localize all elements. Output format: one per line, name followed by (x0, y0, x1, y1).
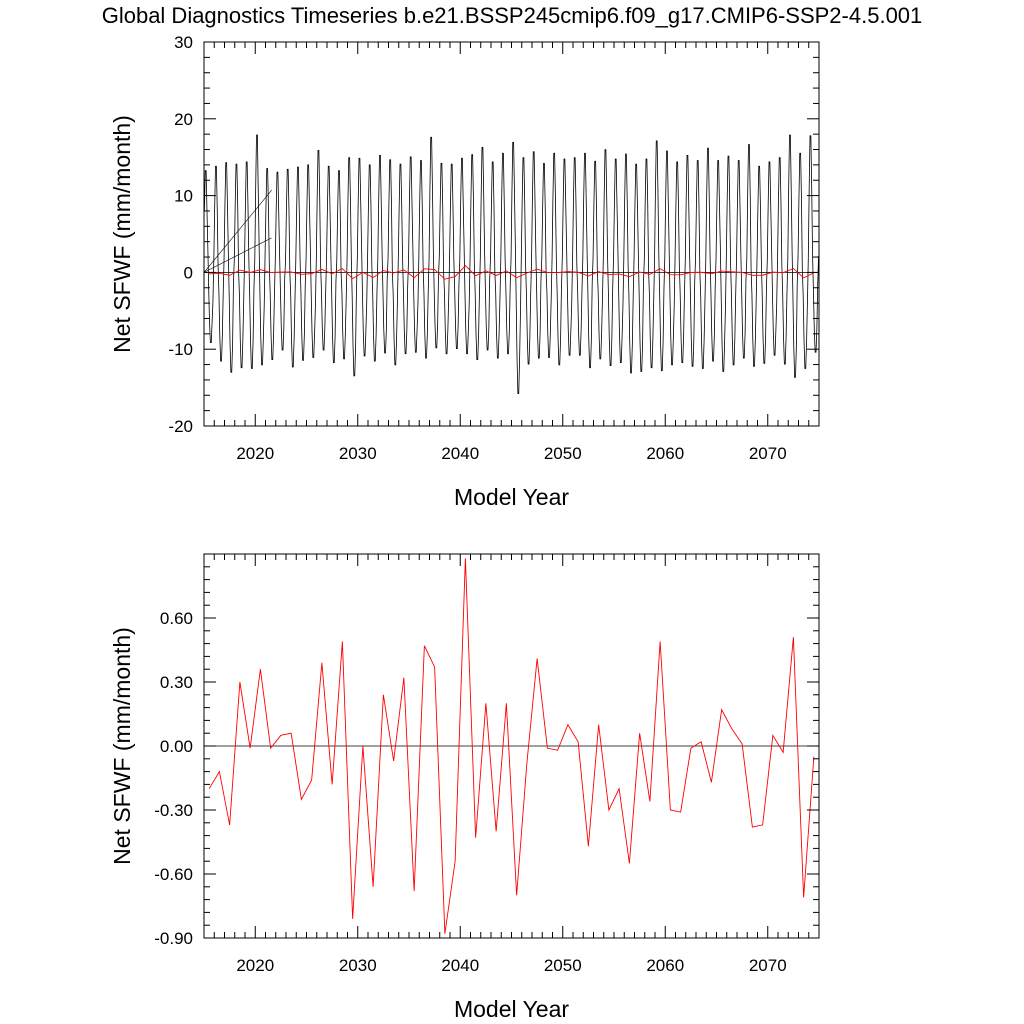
x-tick-label: 2050 (544, 956, 582, 975)
y-tick-label: 0.30 (160, 673, 193, 692)
x-axis-label: Model Year (454, 996, 569, 1022)
y-tick-label: 30 (174, 33, 193, 52)
y-axis-label: Net SFWF (mm/month) (109, 627, 135, 865)
annual-series-line (208, 558, 815, 934)
y-tick-label: 0.00 (160, 737, 193, 756)
y-tick-label: -0.60 (154, 865, 193, 884)
x-tick-label: 2070 (749, 444, 787, 463)
y-tick-label: -10 (168, 340, 193, 359)
x-tick-label: 2020 (236, 444, 274, 463)
y-tick-label: -0.90 (154, 929, 193, 948)
x-tick-label: 2050 (544, 444, 582, 463)
x-tick-label: 2060 (646, 956, 684, 975)
y-tick-label: 0 (184, 263, 193, 282)
figure-title: Global Diagnostics Timeseries b.e21.BSSP… (102, 3, 923, 28)
x-tick-label: 2040 (441, 444, 479, 463)
x-tick-label: 2030 (339, 444, 377, 463)
x-tick-label: 2020 (236, 956, 274, 975)
top-panel: 2020 2030 2040 2050 2060 2070-20-100102030Mod… (109, 33, 820, 510)
y-tick-label: -20 (168, 417, 193, 436)
annual-series-line (209, 264, 815, 280)
monthly-series-line (204, 134, 819, 395)
x-tick-label: 2030 (339, 956, 377, 975)
x-tick-label: 2070 (749, 956, 787, 975)
artifact-line (203, 190, 272, 273)
x-axis-label: Model Year (454, 484, 569, 510)
artifact-line (203, 237, 272, 273)
x-tick-label: 2060 (646, 444, 684, 463)
y-tick-label: 0.60 (160, 609, 193, 628)
y-tick-label: 10 (174, 187, 193, 206)
x-tick-label: 2040 (441, 956, 479, 975)
y-tick-label: 20 (174, 110, 193, 129)
y-axis-label: Net SFWF (mm/month) (109, 115, 135, 353)
bottom-panel: 2020 2030 2040 2050 2060 2070 -0.90 -0.60 -0.30 0… (109, 553, 820, 1022)
y-tick-label: -0.30 (154, 801, 193, 820)
